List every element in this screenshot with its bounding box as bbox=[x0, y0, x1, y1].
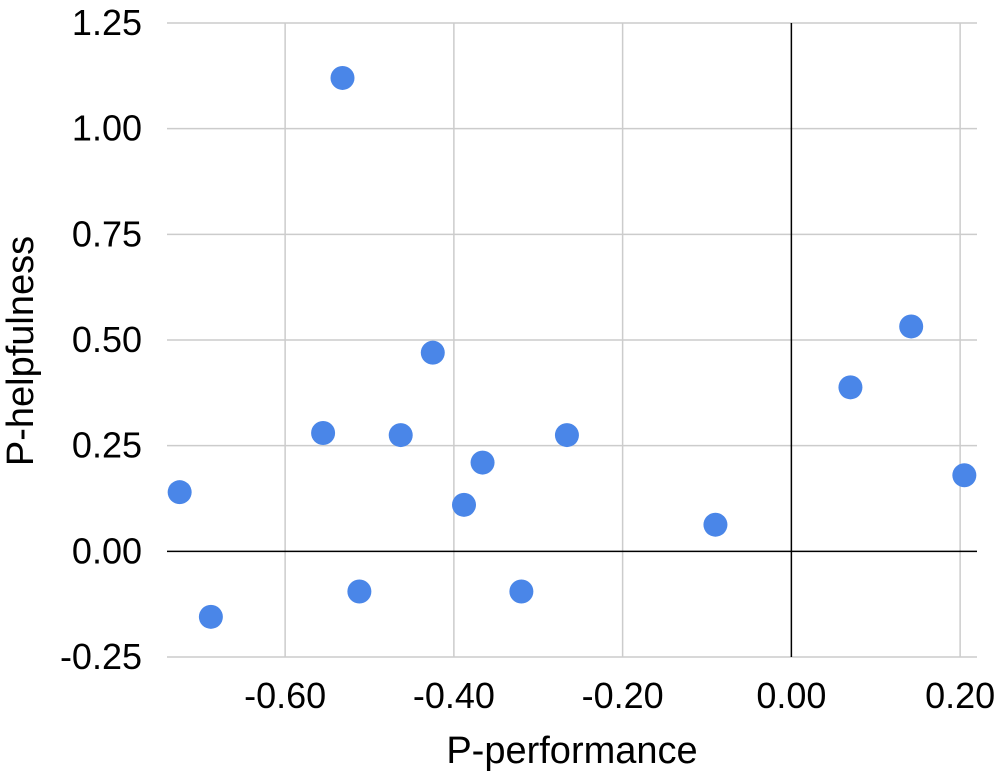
data-point bbox=[554, 423, 579, 448]
y-tick-label: 0.00 bbox=[72, 530, 142, 571]
data-point bbox=[311, 420, 336, 445]
data-point bbox=[330, 65, 355, 90]
x-axis-title: P-performance bbox=[446, 730, 697, 772]
y-tick-label: 1.25 bbox=[72, 2, 142, 43]
data-point bbox=[198, 604, 223, 629]
data-point bbox=[703, 512, 728, 537]
y-tick-label: 0.75 bbox=[72, 213, 142, 254]
data-point bbox=[509, 579, 534, 604]
x-tick-label: -0.60 bbox=[244, 675, 326, 716]
y-axis-title: P-helpfulness bbox=[0, 236, 42, 466]
data-point bbox=[838, 375, 863, 400]
x-tick-label: -0.40 bbox=[413, 675, 495, 716]
zero-axes bbox=[167, 23, 977, 657]
data-point bbox=[388, 423, 413, 448]
data-point bbox=[952, 463, 977, 488]
grid-lines bbox=[167, 22, 977, 658]
data-point bbox=[452, 492, 476, 517]
x-tick-label: 0.20 bbox=[925, 675, 995, 716]
y-tick-label: 1.00 bbox=[72, 108, 142, 149]
data-point bbox=[899, 314, 924, 339]
y-tick-label: -0.25 bbox=[60, 636, 142, 677]
data-point bbox=[420, 340, 445, 365]
y-tick-label: 0.50 bbox=[72, 319, 142, 360]
x-tick-label: -0.20 bbox=[582, 675, 664, 716]
x-tick-labels: -0.60 -0.40 -0.20 0.00 0.20 bbox=[244, 675, 995, 716]
data-points bbox=[167, 65, 977, 629]
y-tick-label: 0.25 bbox=[72, 425, 142, 466]
y-tick-labels: -0.25 0.00 0.25 0.50 0.75 1.00 1.25 bbox=[60, 2, 142, 677]
x-tick-label: 0.00 bbox=[756, 675, 826, 716]
data-point bbox=[470, 450, 495, 475]
data-point bbox=[347, 579, 372, 604]
data-point bbox=[167, 480, 192, 505]
